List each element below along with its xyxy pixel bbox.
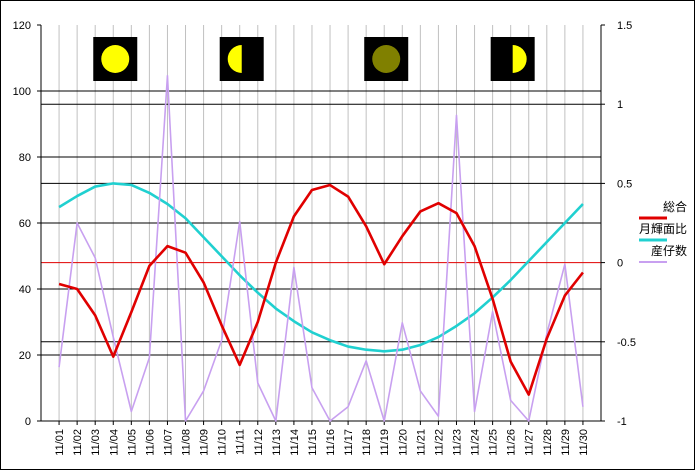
moon-disc bbox=[101, 45, 130, 73]
right-tick-label: 1.5 bbox=[617, 20, 632, 32]
x-tick-label: 11/25 bbox=[488, 429, 500, 456]
right-tick-label: 1 bbox=[617, 99, 623, 111]
first-quarter-moon-icon bbox=[219, 37, 264, 81]
series-line-2 bbox=[58, 182, 584, 353]
x-tick-label: 11/04 bbox=[108, 429, 120, 456]
full-moon-icon bbox=[93, 37, 138, 81]
series-line-1 bbox=[58, 183, 584, 396]
series-lines bbox=[58, 74, 584, 422]
right-tick-label: -0.5 bbox=[617, 337, 636, 349]
x-tick-label: 11/28 bbox=[542, 429, 554, 456]
legend-label: 総合 bbox=[663, 199, 687, 214]
x-tick-label: 11/22 bbox=[433, 429, 445, 456]
x-tick-label: 11/21 bbox=[415, 429, 427, 456]
x-tick-label: 11/19 bbox=[379, 429, 391, 456]
x-tick-label: 11/23 bbox=[451, 429, 463, 456]
moon-lit-half bbox=[512, 45, 527, 73]
last-quarter-moon-icon bbox=[490, 37, 535, 81]
x-tick-label: 11/11 bbox=[235, 429, 247, 455]
x-tick-label: 11/27 bbox=[524, 429, 536, 456]
x-tick-label: 11/02 bbox=[72, 429, 84, 456]
x-axis-ticks: 11/01 11/02 11/03 11/04 11/05 11/06 11/07 11/08… bbox=[54, 421, 590, 456]
x-tick-label: 11/07 bbox=[162, 429, 174, 456]
series-line-3 bbox=[58, 74, 584, 422]
x-tick-label: 11/24 bbox=[470, 429, 482, 456]
legend-label: 月輝面比 bbox=[639, 222, 687, 236]
horizontal-reference-lines bbox=[41, 90, 601, 356]
moon-phase-icons bbox=[93, 37, 535, 81]
left-tick-label: 60 bbox=[19, 218, 31, 230]
x-tick-label: 11/16 bbox=[325, 429, 337, 456]
legend-label: 産仔数 bbox=[651, 243, 687, 258]
left-tick-label: 120 bbox=[13, 20, 31, 32]
x-tick-label: 11/05 bbox=[126, 429, 138, 456]
left-tick-label: 20 bbox=[19, 350, 31, 362]
right-tick-label: 0 bbox=[617, 258, 623, 270]
x-tick-label: 11/03 bbox=[90, 429, 102, 456]
x-tick-label: 11/14 bbox=[289, 429, 301, 456]
left-tick-label: 100 bbox=[13, 86, 31, 98]
moon-disc bbox=[372, 45, 401, 73]
x-tick-label: 11/30 bbox=[578, 429, 590, 456]
left-axis-ticks: 0 20 40 60 80 100 120 bbox=[13, 20, 41, 428]
x-tick-label: 11/20 bbox=[397, 429, 409, 456]
right-tick-label: 0.5 bbox=[617, 178, 632, 190]
x-tick-label: 11/18 bbox=[361, 429, 373, 456]
x-tick-label: 11/08 bbox=[181, 429, 193, 456]
x-tick-label: 11/09 bbox=[199, 429, 211, 456]
x-tick-label: 11/06 bbox=[144, 429, 156, 456]
new-moon-icon bbox=[364, 37, 409, 81]
x-tick-label: 11/29 bbox=[560, 429, 572, 456]
x-tick-label: 11/17 bbox=[343, 429, 355, 456]
x-tick-label: 11/12 bbox=[253, 429, 265, 456]
x-tick-label: 11/01 bbox=[54, 429, 66, 456]
right-tick-label: -1 bbox=[617, 416, 627, 428]
left-tick-label: 80 bbox=[19, 152, 31, 164]
left-tick-label: 40 bbox=[19, 284, 31, 296]
x-tick-label: 11/26 bbox=[506, 429, 518, 456]
moon-lit-half bbox=[227, 45, 242, 73]
x-tick-label: 11/13 bbox=[271, 429, 283, 456]
left-tick-label: 0 bbox=[25, 416, 31, 428]
x-tick-label: 11/15 bbox=[307, 429, 319, 456]
right-axis-ticks: -1 -0.5 0 0.5 1 1.5 bbox=[601, 20, 636, 428]
x-tick-label: 11/10 bbox=[217, 429, 229, 456]
